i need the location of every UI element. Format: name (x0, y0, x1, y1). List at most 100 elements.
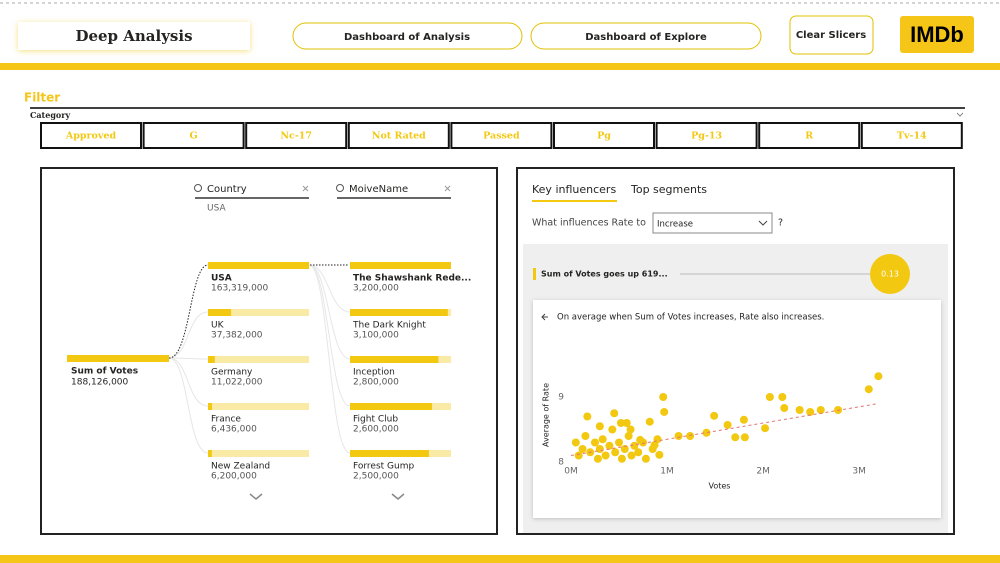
decomposition-panel (40, 167, 498, 535)
bar (350, 309, 448, 316)
connector (168, 311, 209, 359)
point (648, 445, 657, 453)
point (611, 448, 620, 457)
slicer-label[interactable]: Tv-14 (897, 131, 927, 142)
footer-band (0, 555, 1000, 563)
level-field: MoiveName (349, 184, 408, 195)
slicer-item[interactable] (758, 122, 861, 149)
point (816, 406, 825, 414)
x-axis-title: Votes (709, 482, 731, 491)
slicer-item[interactable] (40, 122, 142, 149)
item-label: Fight Club (353, 415, 398, 425)
clear-button-label[interactable]: Clear Slicers (796, 30, 866, 41)
connector (308, 264, 351, 360)
item-label: The Dark Knight (352, 321, 426, 331)
dropdown-value[interactable]: Increase (657, 220, 693, 230)
slicer-label[interactable]: Passed (483, 131, 520, 142)
slicer-label[interactable]: Approved (65, 131, 117, 142)
filter-label: Category (30, 110, 70, 120)
bar-track (208, 356, 309, 363)
chevron-icon (956, 112, 964, 117)
point (626, 425, 635, 434)
item-value: 37,382,000 (211, 331, 263, 341)
item-label: Inception (353, 368, 395, 378)
root-label: Sum of Votes (71, 367, 138, 377)
close-icon (444, 185, 451, 192)
dropdown[interactable] (652, 212, 773, 234)
point (601, 451, 610, 460)
expand-icon[interactable] (249, 493, 263, 500)
slicer-label[interactable]: R (805, 131, 813, 142)
slicer-item[interactable] (860, 122, 963, 149)
nav-button[interactable] (292, 22, 523, 50)
factor-value: 0.13 (881, 270, 899, 279)
tab[interactable]: Top segments (630, 183, 707, 196)
bar-track (208, 309, 309, 316)
detail-card (533, 300, 941, 518)
nav-button[interactable] (530, 22, 762, 50)
nav-button-label[interactable]: Dashboard of Analysis (344, 32, 470, 43)
point (591, 438, 600, 447)
close-icon (302, 185, 309, 192)
selected-path (168, 264, 209, 359)
item-label: Germany (211, 368, 253, 378)
slicer-item[interactable] (450, 122, 553, 149)
slicer-item[interactable] (245, 122, 348, 149)
nav-button-label[interactable]: Dashboard of Explore (585, 32, 707, 43)
point (620, 445, 629, 453)
bar-track (208, 450, 309, 457)
connector (168, 357, 209, 454)
slicer-label[interactable]: Nc-17 (280, 131, 312, 142)
item-value: 6,436,000 (211, 425, 257, 435)
point (864, 385, 873, 394)
slicer-label[interactable]: G (190, 131, 198, 142)
point (617, 454, 626, 463)
level-field: Country (207, 184, 247, 195)
point (630, 441, 639, 450)
help: ? (778, 218, 783, 229)
bar (208, 262, 309, 269)
tab[interactable]: Key influencers (532, 183, 616, 196)
item-label: USA (211, 274, 232, 284)
item-label: UK (211, 321, 225, 331)
item-label: Forrest Gump (353, 462, 414, 472)
item-value: 11,022,000 (211, 378, 263, 388)
slicer-label[interactable]: Pg-13 (691, 131, 722, 142)
point (578, 445, 587, 453)
item-value: 3,200,000 (353, 284, 399, 294)
point (731, 433, 740, 442)
factor[interactable]: Sum of Votes goes up 619... (541, 270, 668, 279)
slicer-item[interactable] (142, 122, 245, 149)
connector (308, 264, 351, 313)
point (595, 445, 604, 453)
point (874, 372, 883, 381)
connector (168, 357, 209, 360)
slicer-label[interactable]: Not Rated (372, 131, 426, 142)
bar (208, 356, 215, 363)
point (702, 428, 711, 437)
point (674, 432, 683, 440)
slicer-item[interactable] (655, 122, 758, 149)
item-value: 6,200,000 (211, 472, 257, 482)
expand-icon[interactable] (391, 493, 405, 500)
y-axis-title: Average of Rate (542, 383, 551, 447)
point (710, 411, 719, 420)
x-tick-label: 3M (852, 467, 866, 477)
point (605, 441, 614, 450)
clear-button[interactable] (789, 15, 874, 55)
x-tick-label: 0M (564, 467, 578, 477)
point (761, 424, 770, 433)
page-title: Deep Analysis (75, 27, 192, 45)
point (653, 435, 662, 444)
back-icon (541, 313, 548, 321)
bulb-icon (336, 184, 344, 192)
slicer-item[interactable] (347, 122, 450, 149)
point (622, 419, 631, 427)
connector (168, 357, 209, 407)
point (624, 432, 633, 440)
point (659, 393, 668, 401)
y-tick-label: 9 (558, 393, 564, 403)
slicer-item[interactable] (553, 122, 655, 149)
slicer-label[interactable]: Pg (597, 131, 611, 142)
